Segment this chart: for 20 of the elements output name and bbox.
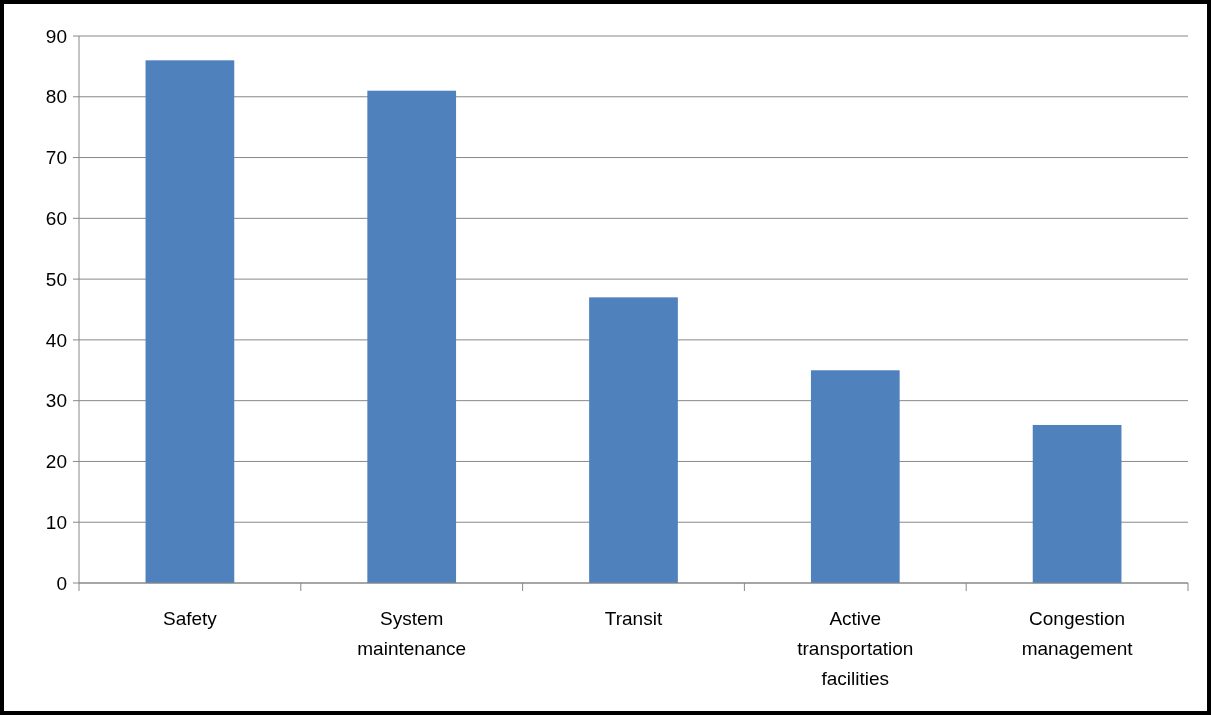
bar (1032, 424, 1122, 583)
bar (810, 370, 900, 583)
bar (145, 60, 235, 583)
y-tick-label: 80 (45, 86, 67, 108)
y-tick-label: 50 (45, 268, 67, 290)
y-tick-label: 10 (45, 511, 67, 533)
bar (367, 90, 457, 583)
x-tick-label: Congestion management (1021, 608, 1134, 659)
y-tick-label: 90 (45, 25, 67, 47)
y-tick-label: 60 (45, 207, 67, 229)
x-tick-label: System maintenance (357, 608, 467, 659)
x-tick-label: Active transportation facilities (797, 608, 914, 689)
y-tick-label: 40 (45, 329, 67, 351)
y-tick-label: 20 (45, 451, 67, 473)
bar (589, 297, 678, 583)
x-tick-label: Transit (604, 608, 663, 629)
y-tick-label: 70 (45, 147, 67, 169)
y-tick-label: 0 (56, 572, 67, 594)
y-tick-label: 30 (45, 390, 67, 412)
x-tick-label: Safety (162, 608, 218, 629)
